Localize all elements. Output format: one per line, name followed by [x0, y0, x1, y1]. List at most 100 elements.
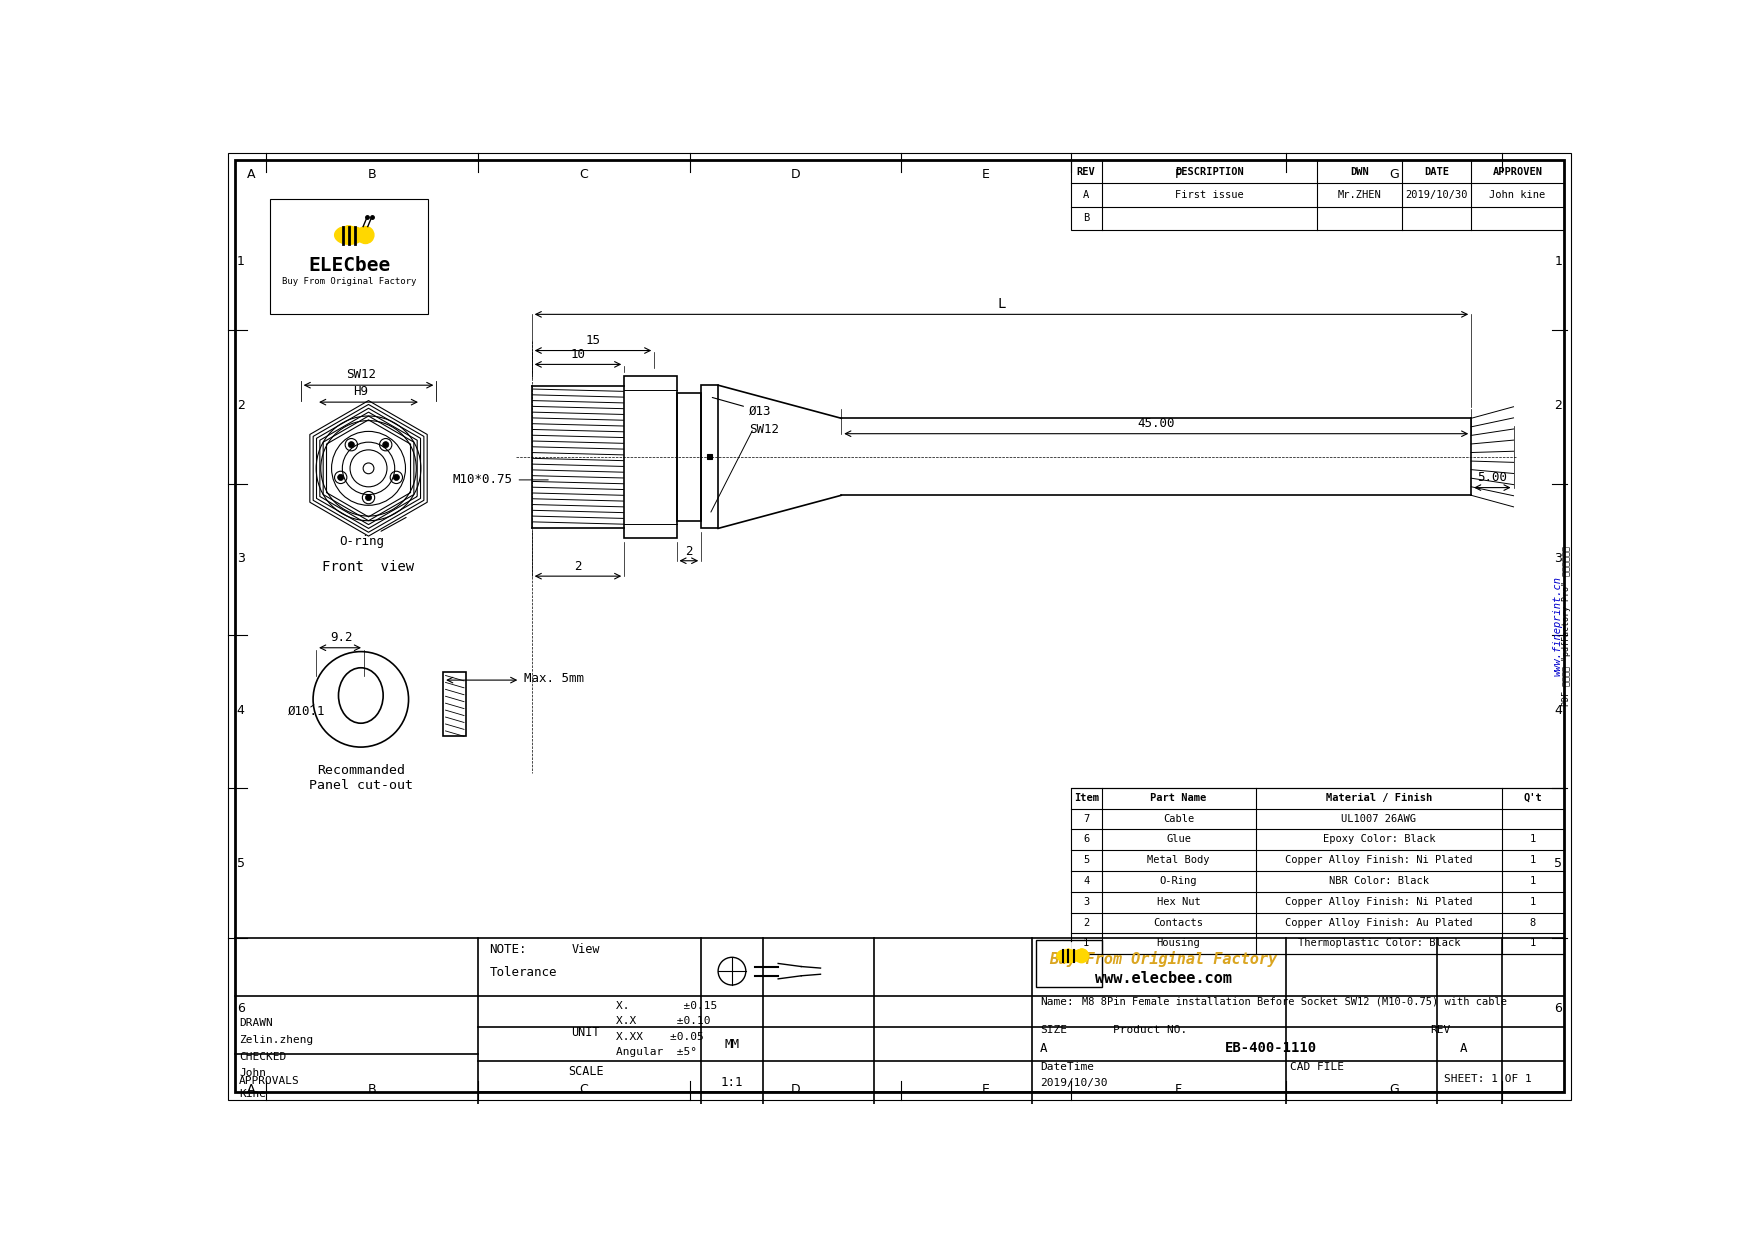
Ellipse shape: [1057, 949, 1079, 962]
Bar: [707, 455, 713, 459]
Text: John kine: John kine: [1490, 190, 1546, 200]
Text: Front  view: Front view: [323, 560, 414, 574]
Text: 3: 3: [1555, 552, 1562, 565]
Text: E: E: [983, 167, 990, 181]
Ellipse shape: [1055, 942, 1069, 949]
Text: X.XX    ±0.05: X.XX ±0.05: [616, 1032, 704, 1042]
Text: Buy From Original Factory: Buy From Original Factory: [283, 277, 416, 285]
Text: Panel cut-out: Panel cut-out: [309, 779, 412, 792]
Text: Product NO.: Product NO.: [1113, 1025, 1188, 1035]
Text: Contacts: Contacts: [1153, 918, 1204, 928]
Text: O-ring: O-ring: [339, 517, 405, 548]
Text: 1: 1: [1555, 255, 1562, 269]
Bar: [702, 386, 718, 528]
Text: 2019/10/30: 2019/10/30: [1041, 1078, 1107, 1087]
Text: 45.00: 45.00: [1137, 417, 1176, 430]
Text: 5: 5: [1555, 857, 1562, 870]
Text: D: D: [790, 167, 800, 181]
Bar: [676, 393, 702, 521]
Text: DESCRIPTION: DESCRIPTION: [1176, 167, 1244, 177]
Text: A: A: [1460, 1042, 1467, 1055]
Text: Epoxy Color: Black: Epoxy Color: Black: [1323, 835, 1436, 844]
Text: H9: H9: [353, 384, 369, 398]
Text: UNIT: UNIT: [572, 1027, 600, 1039]
Text: 6: 6: [237, 1002, 244, 1016]
Text: ELECbee: ELECbee: [309, 257, 390, 275]
Text: SIZE: SIZE: [1041, 1025, 1067, 1035]
Text: www.fineprint.cn: www.fineprint.cn: [1553, 577, 1562, 676]
Text: Zelin.zheng: Zelin.zheng: [239, 1035, 314, 1045]
Text: G: G: [1390, 1084, 1399, 1096]
Bar: [1071, 160, 1564, 229]
Text: 10: 10: [570, 348, 586, 361]
Text: 2019/10/30: 2019/10/30: [1406, 190, 1467, 200]
Text: REV: REV: [1430, 1025, 1450, 1035]
Text: 2: 2: [1555, 399, 1562, 413]
Ellipse shape: [349, 218, 365, 226]
Text: Mr.ZHEN: Mr.ZHEN: [1337, 190, 1381, 200]
Text: 1: 1: [1530, 856, 1536, 866]
Circle shape: [1074, 949, 1088, 962]
Text: 1:1: 1:1: [721, 1076, 742, 1089]
Text: 4: 4: [1555, 704, 1562, 718]
Text: Name:: Name:: [1041, 997, 1074, 1007]
Text: 1: 1: [1530, 835, 1536, 844]
Text: CAD FILE: CAD FILE: [1290, 1063, 1344, 1073]
Text: John: John: [239, 1068, 267, 1078]
Text: DateTime: DateTime: [1041, 1063, 1093, 1073]
Text: Tolerance: Tolerance: [490, 966, 556, 980]
Text: B: B: [367, 1084, 376, 1096]
Text: EB-400-1110: EB-400-1110: [1225, 1042, 1316, 1055]
Text: 2: 2: [684, 546, 693, 558]
Text: NOTE:: NOTE:: [490, 944, 526, 956]
Text: DWN: DWN: [1350, 167, 1369, 177]
Text: F: F: [1176, 1084, 1183, 1096]
Text: 6: 6: [1083, 835, 1090, 844]
Bar: [444, 672, 467, 735]
Text: C: C: [579, 167, 588, 181]
Text: SCALE: SCALE: [569, 1065, 604, 1078]
Text: B: B: [1083, 213, 1090, 223]
Text: 1: 1: [1083, 939, 1090, 949]
Text: UL1007 26AWG: UL1007 26AWG: [1341, 813, 1416, 823]
Text: 1: 1: [237, 255, 244, 269]
Text: Angular  ±5°: Angular ±5°: [616, 1047, 697, 1056]
Text: E: E: [983, 1084, 990, 1096]
Text: 1: 1: [1530, 897, 1536, 906]
Text: Part Name: Part Name: [1151, 792, 1207, 804]
Text: Copper Alloy Finish: Au Plated: Copper Alloy Finish: Au Plated: [1285, 918, 1472, 928]
Text: 1: 1: [1530, 877, 1536, 887]
Text: SHEET: 1 OF 1: SHEET: 1 OF 1: [1444, 1074, 1532, 1084]
Text: Ø10.1: Ø10.1: [288, 704, 325, 718]
Text: DRAWN: DRAWN: [239, 1018, 274, 1028]
Text: Thermoplastic Color: Black: Thermoplastic Color: Black: [1297, 939, 1460, 949]
Text: Material / Finish: Material / Finish: [1325, 792, 1432, 804]
Text: A: A: [1041, 1042, 1048, 1055]
Text: APPROVEN: APPROVEN: [1492, 167, 1543, 177]
Text: M10*0.75: M10*0.75: [453, 474, 512, 486]
Text: 5: 5: [237, 857, 244, 870]
Ellipse shape: [335, 226, 363, 244]
Text: CHECKED: CHECKED: [239, 1053, 286, 1063]
Text: 4: 4: [237, 704, 244, 718]
Text: DATE: DATE: [1423, 167, 1450, 177]
Text: Max. 5mm: Max. 5mm: [525, 672, 584, 684]
Text: 2: 2: [237, 399, 244, 413]
Text: View: View: [572, 944, 600, 956]
Text: Item: Item: [1074, 792, 1099, 804]
Text: MM: MM: [725, 1038, 739, 1050]
Text: X.X      ±0.10: X.X ±0.10: [616, 1017, 711, 1027]
Text: REV: REV: [1078, 167, 1095, 177]
Text: First issue: First issue: [1176, 190, 1244, 200]
Text: X.        ±0.15: X. ±0.15: [616, 1001, 718, 1011]
Text: 7: 7: [1083, 813, 1090, 823]
Text: M8 8Pin Female installation Before Socket SW12 (M10-0.75) with cable: M8 8Pin Female installation Before Socke…: [1083, 997, 1508, 1007]
Text: SW12: SW12: [749, 423, 779, 436]
Text: APPROVALS: APPROVALS: [239, 1075, 300, 1085]
Text: 5: 5: [1083, 856, 1090, 866]
Bar: [1035, 940, 1102, 987]
Text: 2: 2: [574, 560, 581, 573]
Text: 3: 3: [237, 552, 244, 565]
Text: 8: 8: [1530, 918, 1536, 928]
Text: Housing: Housing: [1157, 939, 1200, 949]
